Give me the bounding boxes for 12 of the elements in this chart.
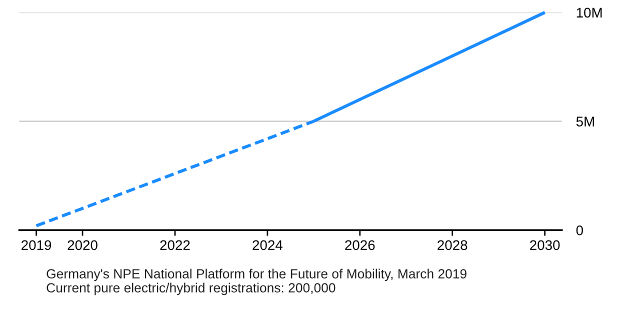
y-tick-label: 10M <box>576 8 602 18</box>
text: Current pure electric/hybrid registrations: 200,000 <box>46 282 336 296</box>
x-tick-label: 2019 <box>22 240 52 250</box>
x-tick-label: 2024 <box>252 240 282 250</box>
x-tick-label: 2028 <box>438 240 468 250</box>
x-tick-label: 2020 <box>68 240 98 250</box>
x-tick-label: 2026 <box>345 240 375 250</box>
y-tick-label: 0 <box>576 225 583 236</box>
y-tick-label: 5M <box>576 116 594 126</box>
x-tick-label: 2030 <box>530 240 560 250</box>
x-tick-label: 2022 <box>160 240 190 250</box>
text: Germany's NPE National Platform for the Future of Mobility, March 2019 <box>46 268 466 282</box>
